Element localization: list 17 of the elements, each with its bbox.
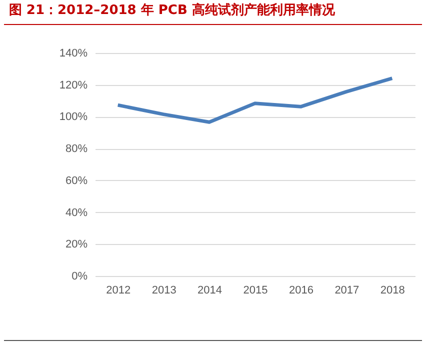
y-tick-label: 0% [72, 270, 88, 282]
chart-title: 图 21：2012–2018 年 PCB 高纯试剂产能利用率情况 [8, 2, 336, 18]
x-tick-label: 2017 [334, 284, 360, 296]
x-tick-label: 2015 [243, 284, 268, 296]
x-tick-label: 2018 [380, 284, 405, 296]
x-tick-label: 2016 [288, 284, 314, 296]
x-tick-label: 2012 [106, 284, 131, 296]
x-tick-label: 2014 [198, 284, 222, 296]
y-tick-label: 100% [59, 111, 88, 124]
y-tick-label: 140% [59, 48, 88, 60]
y-tick-label: 60% [65, 174, 88, 187]
y-tick-label: 80% [65, 143, 88, 156]
line-series [116, 76, 394, 124]
x-tick-label: 2013 [152, 284, 176, 296]
y-tick-label: 20% [65, 238, 88, 251]
y-tick-label: 40% [65, 206, 88, 219]
y-tick-label: 120% [59, 79, 88, 92]
